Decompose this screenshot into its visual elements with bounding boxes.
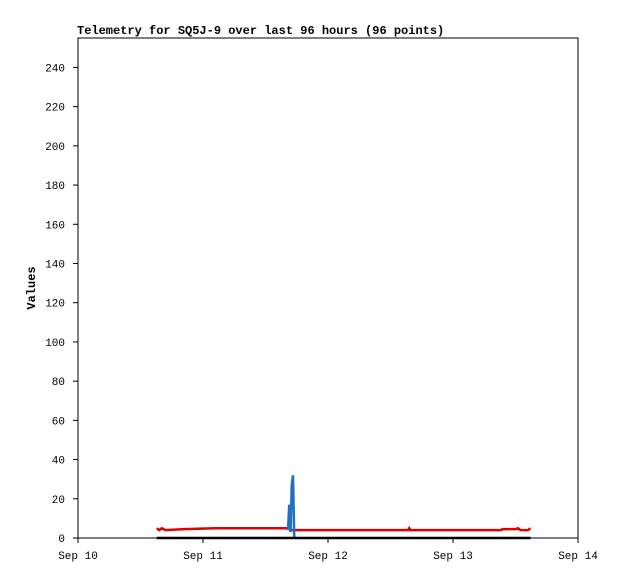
y-tick-label: 60 (52, 416, 65, 428)
x-tick-label: Sep 11 (183, 551, 223, 563)
chart-title: Telemetry for SQ5J-9 over last 96 hours … (77, 24, 444, 38)
y-tick-label: 200 (45, 142, 65, 154)
y-tick-label: 160 (45, 220, 65, 232)
y-tick-label: 20 (52, 495, 65, 507)
x-tick-label: Sep 14 (558, 551, 598, 563)
y-axis-label: Values (25, 266, 39, 309)
x-tick-label: Sep 12 (308, 551, 348, 563)
plot-frame (77, 37, 579, 539)
y-tick-label: 100 (45, 338, 65, 350)
x-tick-label: Sep 10 (58, 551, 98, 563)
y-tick-label: 40 (52, 456, 65, 468)
y-tick-label: 80 (52, 377, 65, 389)
series-line (155, 525, 532, 532)
y-tick-label: 0 (58, 534, 65, 546)
y-tick-label: 240 (45, 63, 65, 75)
y-tick-label: 180 (45, 181, 65, 193)
x-tick-label: Sep 13 (433, 551, 473, 563)
y-tick-label: 120 (45, 299, 65, 311)
y-tick-label: 140 (45, 259, 65, 271)
series-line (286, 475, 296, 539)
y-tick-label: 220 (45, 103, 65, 115)
